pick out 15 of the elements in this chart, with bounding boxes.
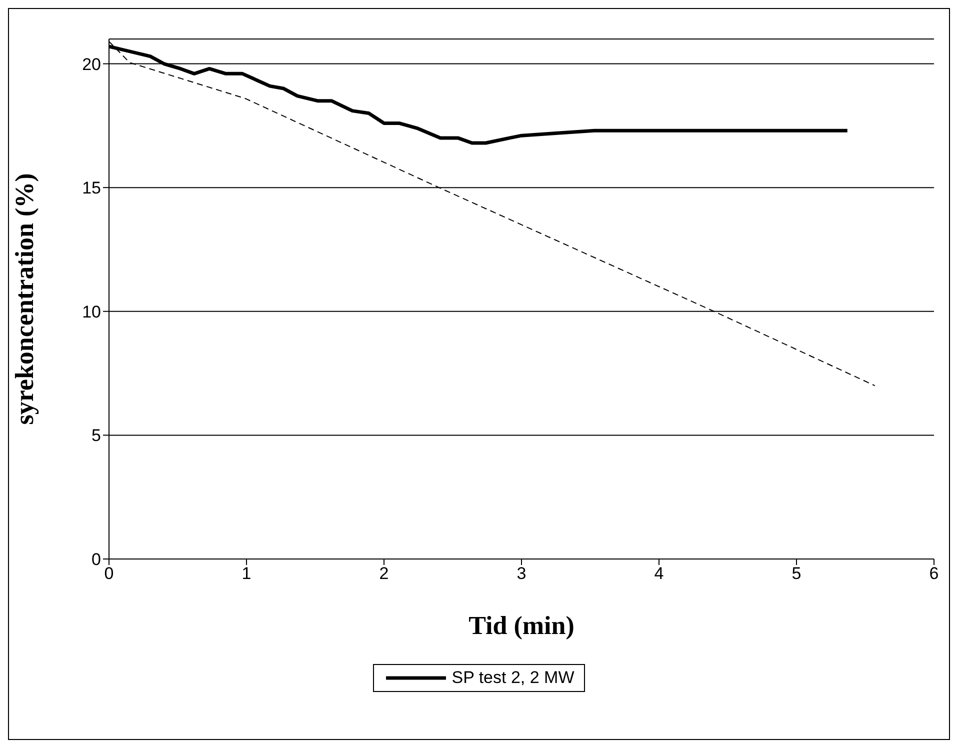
x-tick-label: 3: [516, 564, 526, 584]
x-tick-label: 0: [104, 564, 114, 584]
legend-label: SP test 2, 2 MW: [452, 668, 574, 688]
x-axis-title: Tid (min): [468, 611, 574, 640]
x-tick-label: 2: [379, 564, 389, 584]
y-tick-label: 15: [82, 178, 101, 198]
x-tick-label: 6: [929, 564, 939, 584]
y-tick-label: 0: [92, 550, 101, 570]
y-tick-label: 20: [82, 54, 101, 74]
x-tick-label: 4: [654, 564, 664, 584]
x-tick-label: 1: [242, 564, 252, 584]
y-tick-label: 10: [82, 302, 101, 322]
x-tick-label: 5: [792, 564, 802, 584]
y-tick-label: 5: [92, 426, 101, 446]
y-axis-title: syrekoncentration (%): [10, 173, 40, 425]
